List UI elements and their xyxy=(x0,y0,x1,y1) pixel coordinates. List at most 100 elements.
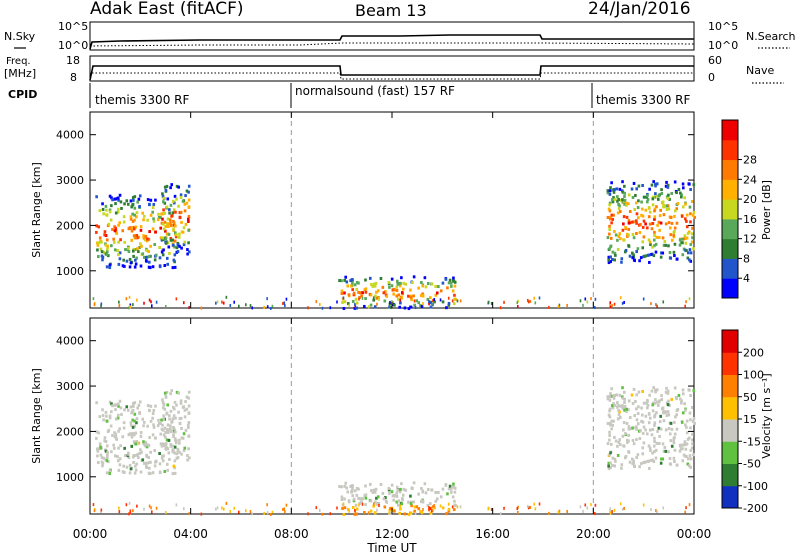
power-cell xyxy=(346,284,350,288)
power-cell xyxy=(419,294,423,298)
velocity-cell xyxy=(636,422,640,426)
velocity-cell xyxy=(374,500,377,504)
velocity-cell xyxy=(691,419,695,423)
velocity-cell xyxy=(653,450,656,454)
power-cell xyxy=(164,188,168,192)
power-cell xyxy=(128,257,132,261)
power-cell xyxy=(685,300,687,304)
power-cell xyxy=(178,232,181,236)
velocity-cell xyxy=(107,428,111,432)
velocity-cell xyxy=(173,459,177,463)
power-cell xyxy=(656,197,660,201)
power-cell xyxy=(357,281,360,285)
power-cell xyxy=(650,302,652,306)
power-cell xyxy=(433,298,436,302)
power-cell xyxy=(118,221,121,225)
velocity-cell xyxy=(640,406,643,410)
power-cell xyxy=(237,304,240,308)
velocity-cell xyxy=(118,399,122,403)
velocity-cell xyxy=(612,396,616,400)
power-cell xyxy=(684,217,687,221)
velocity-cell xyxy=(187,447,190,451)
velocity-cell xyxy=(162,418,165,422)
power-cell xyxy=(516,301,519,305)
power-cell xyxy=(417,301,421,305)
power-cell xyxy=(613,302,616,306)
power-cell xyxy=(377,296,380,300)
velocity-cell xyxy=(396,488,400,492)
velocity-cell xyxy=(452,508,456,512)
power-cell xyxy=(617,202,620,206)
velocity-cell xyxy=(369,499,373,503)
velocity-cell xyxy=(343,484,346,488)
velocity-cell xyxy=(623,408,626,412)
velocity-cell xyxy=(179,416,183,420)
velocity-cell xyxy=(450,490,453,494)
velocity-cell xyxy=(613,457,617,461)
power-cell xyxy=(691,236,694,240)
velocity-cell xyxy=(641,446,645,450)
velocity-cell xyxy=(685,506,687,510)
velocity-cell xyxy=(433,504,436,508)
velocity-cell xyxy=(673,420,676,424)
power-cell xyxy=(352,293,356,297)
power-cell xyxy=(607,207,611,211)
power-cell xyxy=(419,304,422,308)
power-cell xyxy=(143,255,146,259)
velocity-cell xyxy=(175,452,179,456)
power-cell xyxy=(401,287,405,291)
power-cell xyxy=(147,202,151,206)
power-cell xyxy=(105,265,109,269)
velocity-cell xyxy=(138,411,141,415)
nsky-trace xyxy=(89,34,694,50)
power-cell xyxy=(660,251,663,255)
velocity-cell xyxy=(352,497,356,501)
velocity-cell xyxy=(653,401,657,405)
velocity-cell xyxy=(651,409,655,413)
velocity-cell xyxy=(144,444,147,448)
velocity-cell xyxy=(114,408,117,412)
velocity-cell xyxy=(117,404,120,408)
velocity-cell xyxy=(426,488,430,492)
power-cell xyxy=(175,184,179,188)
velocity-cell xyxy=(681,411,685,415)
power-cell xyxy=(106,254,110,258)
velocity-cell xyxy=(661,406,665,410)
power-cell xyxy=(647,238,651,242)
velocity-cell xyxy=(681,388,685,392)
velocity-cell xyxy=(631,438,635,442)
power-cell xyxy=(652,254,656,258)
velocity-cell xyxy=(347,508,350,512)
velocity-cell xyxy=(407,500,410,504)
power-cell xyxy=(608,209,612,213)
velocity-cell xyxy=(413,509,416,513)
velocity-cell xyxy=(613,464,617,468)
power-cell xyxy=(642,195,646,199)
velocity-cell xyxy=(609,461,612,465)
power-cell xyxy=(151,227,155,231)
power-cell xyxy=(158,265,162,269)
velocity-cell xyxy=(689,448,693,452)
power-cell xyxy=(548,305,550,309)
power-cell xyxy=(503,300,505,304)
power-cell xyxy=(283,301,286,305)
power-cell xyxy=(661,236,665,240)
velocity-cell xyxy=(654,398,657,402)
velocity-cell xyxy=(181,436,185,440)
power-cell xyxy=(631,251,634,255)
velocity-cell xyxy=(106,460,110,464)
velocity-cell xyxy=(171,405,175,409)
power-cell xyxy=(430,282,434,286)
velocity-cell xyxy=(354,510,357,514)
velocity-cell xyxy=(340,495,344,499)
velocity-cell xyxy=(173,466,176,470)
power-cell xyxy=(533,296,536,300)
velocity-cell xyxy=(183,507,185,511)
power-cell xyxy=(271,304,274,308)
velocity-cell xyxy=(388,511,390,515)
velocity-cell xyxy=(622,444,626,448)
power-cell xyxy=(118,251,122,255)
power-cell xyxy=(174,224,177,228)
power-cell xyxy=(135,215,138,219)
power-cell xyxy=(363,304,366,308)
